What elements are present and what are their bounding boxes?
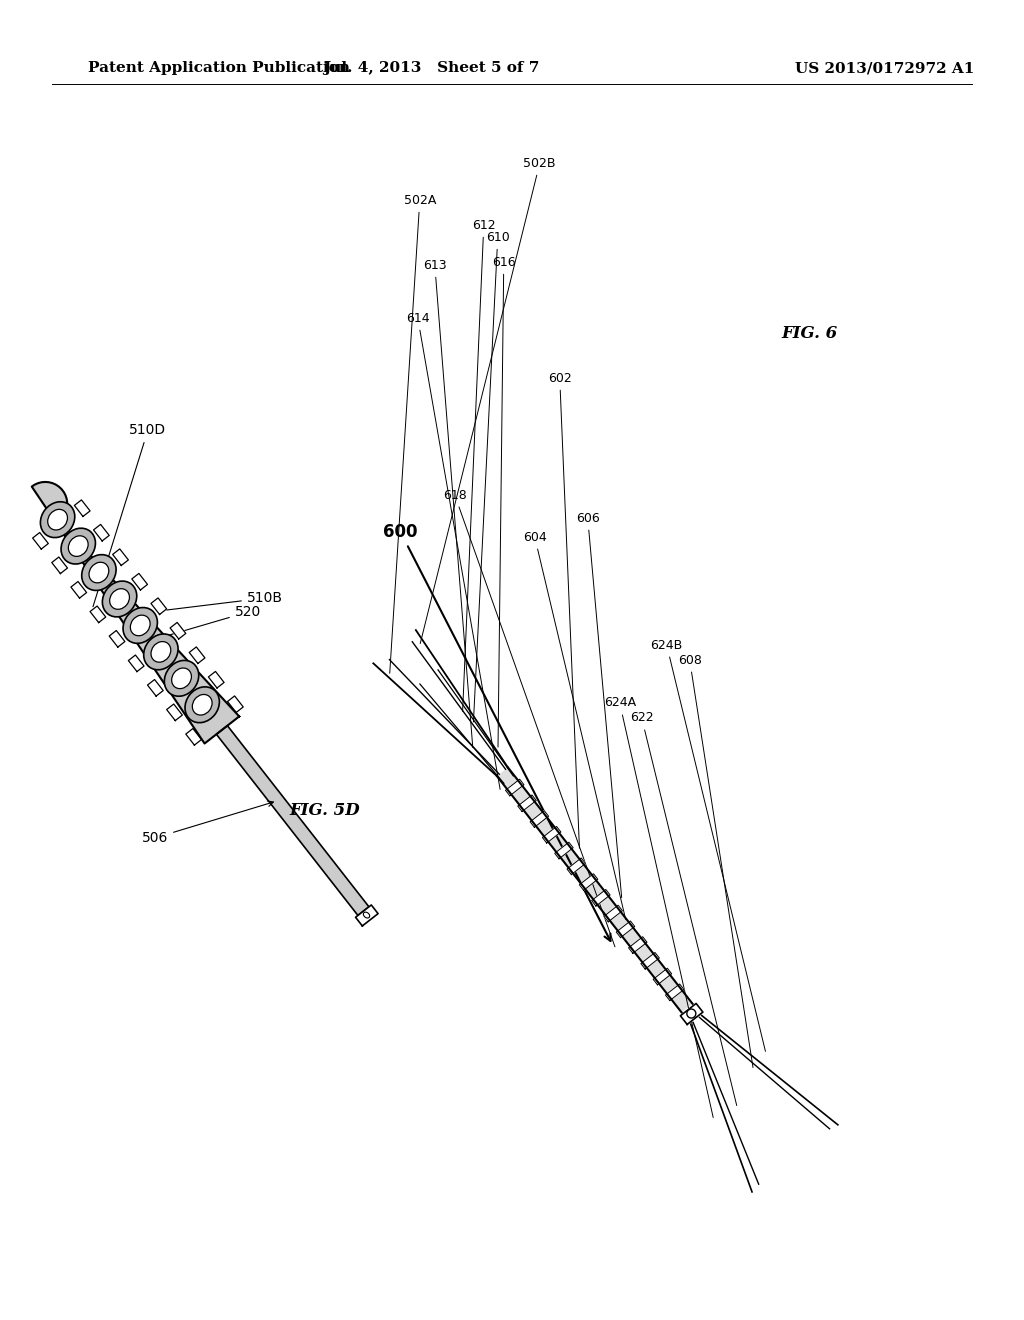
Polygon shape xyxy=(33,532,48,549)
Polygon shape xyxy=(132,573,147,590)
Ellipse shape xyxy=(69,536,88,557)
Text: 510D: 510D xyxy=(93,424,167,607)
Text: 600: 600 xyxy=(383,523,610,941)
Ellipse shape xyxy=(185,686,219,722)
Ellipse shape xyxy=(151,642,171,663)
Text: FIG. 6: FIG. 6 xyxy=(781,325,838,342)
Polygon shape xyxy=(629,937,647,953)
Ellipse shape xyxy=(172,668,191,689)
Polygon shape xyxy=(555,842,573,859)
Polygon shape xyxy=(185,729,202,744)
Text: 608: 608 xyxy=(678,653,753,1068)
Text: 506: 506 xyxy=(141,801,273,845)
Polygon shape xyxy=(110,631,125,647)
Text: 622: 622 xyxy=(630,711,736,1106)
Ellipse shape xyxy=(61,528,95,564)
Polygon shape xyxy=(128,655,144,672)
Polygon shape xyxy=(209,672,224,688)
Polygon shape xyxy=(189,647,205,664)
Polygon shape xyxy=(71,582,87,598)
Ellipse shape xyxy=(165,660,199,696)
Polygon shape xyxy=(641,953,659,969)
Polygon shape xyxy=(147,680,163,696)
Ellipse shape xyxy=(40,502,75,537)
Text: Jul. 4, 2013   Sheet 5 of 7: Jul. 4, 2013 Sheet 5 of 7 xyxy=(324,61,540,75)
Polygon shape xyxy=(530,810,549,828)
Text: 624B: 624B xyxy=(650,639,766,1051)
Ellipse shape xyxy=(130,615,151,636)
Text: 510B: 510B xyxy=(167,591,283,610)
Polygon shape xyxy=(167,704,182,721)
Polygon shape xyxy=(567,858,586,875)
Polygon shape xyxy=(592,890,610,906)
Text: 602: 602 xyxy=(548,372,580,849)
Polygon shape xyxy=(227,696,244,713)
Polygon shape xyxy=(113,549,128,565)
Text: 604: 604 xyxy=(523,531,626,920)
Polygon shape xyxy=(32,482,240,743)
Text: 624A: 624A xyxy=(603,697,714,1118)
Polygon shape xyxy=(497,767,692,1012)
Polygon shape xyxy=(518,795,537,812)
Text: 520: 520 xyxy=(160,605,261,638)
Polygon shape xyxy=(52,557,68,574)
Polygon shape xyxy=(653,969,672,985)
Polygon shape xyxy=(680,1003,702,1024)
Text: US 2013/0172972 A1: US 2013/0172972 A1 xyxy=(795,61,974,75)
Text: 616: 616 xyxy=(492,256,515,747)
Polygon shape xyxy=(90,606,105,623)
Polygon shape xyxy=(216,726,369,916)
Ellipse shape xyxy=(82,554,116,590)
Ellipse shape xyxy=(687,1008,696,1018)
Polygon shape xyxy=(93,524,110,541)
Text: FIG. 5D: FIG. 5D xyxy=(290,803,360,818)
Polygon shape xyxy=(151,598,167,615)
Text: Patent Application Publication: Patent Application Publication xyxy=(88,61,350,75)
Polygon shape xyxy=(580,874,598,890)
Polygon shape xyxy=(170,623,185,639)
Polygon shape xyxy=(75,500,90,516)
Text: 612: 612 xyxy=(463,219,496,711)
Polygon shape xyxy=(506,779,524,796)
Ellipse shape xyxy=(193,694,212,715)
Text: 606: 606 xyxy=(575,512,622,898)
Text: 502A: 502A xyxy=(390,194,436,673)
Polygon shape xyxy=(616,921,635,937)
Polygon shape xyxy=(604,906,623,921)
Text: 610: 610 xyxy=(473,231,510,722)
Text: 502B: 502B xyxy=(420,157,556,644)
Ellipse shape xyxy=(102,581,137,616)
Ellipse shape xyxy=(48,510,68,529)
Ellipse shape xyxy=(89,562,109,583)
Polygon shape xyxy=(543,826,561,843)
Text: 618: 618 xyxy=(443,488,615,946)
Text: 613: 613 xyxy=(423,259,473,747)
Text: 614: 614 xyxy=(406,312,500,789)
Polygon shape xyxy=(666,983,684,1001)
Ellipse shape xyxy=(123,607,158,643)
Ellipse shape xyxy=(143,634,178,669)
Ellipse shape xyxy=(110,589,129,610)
Polygon shape xyxy=(355,906,378,925)
